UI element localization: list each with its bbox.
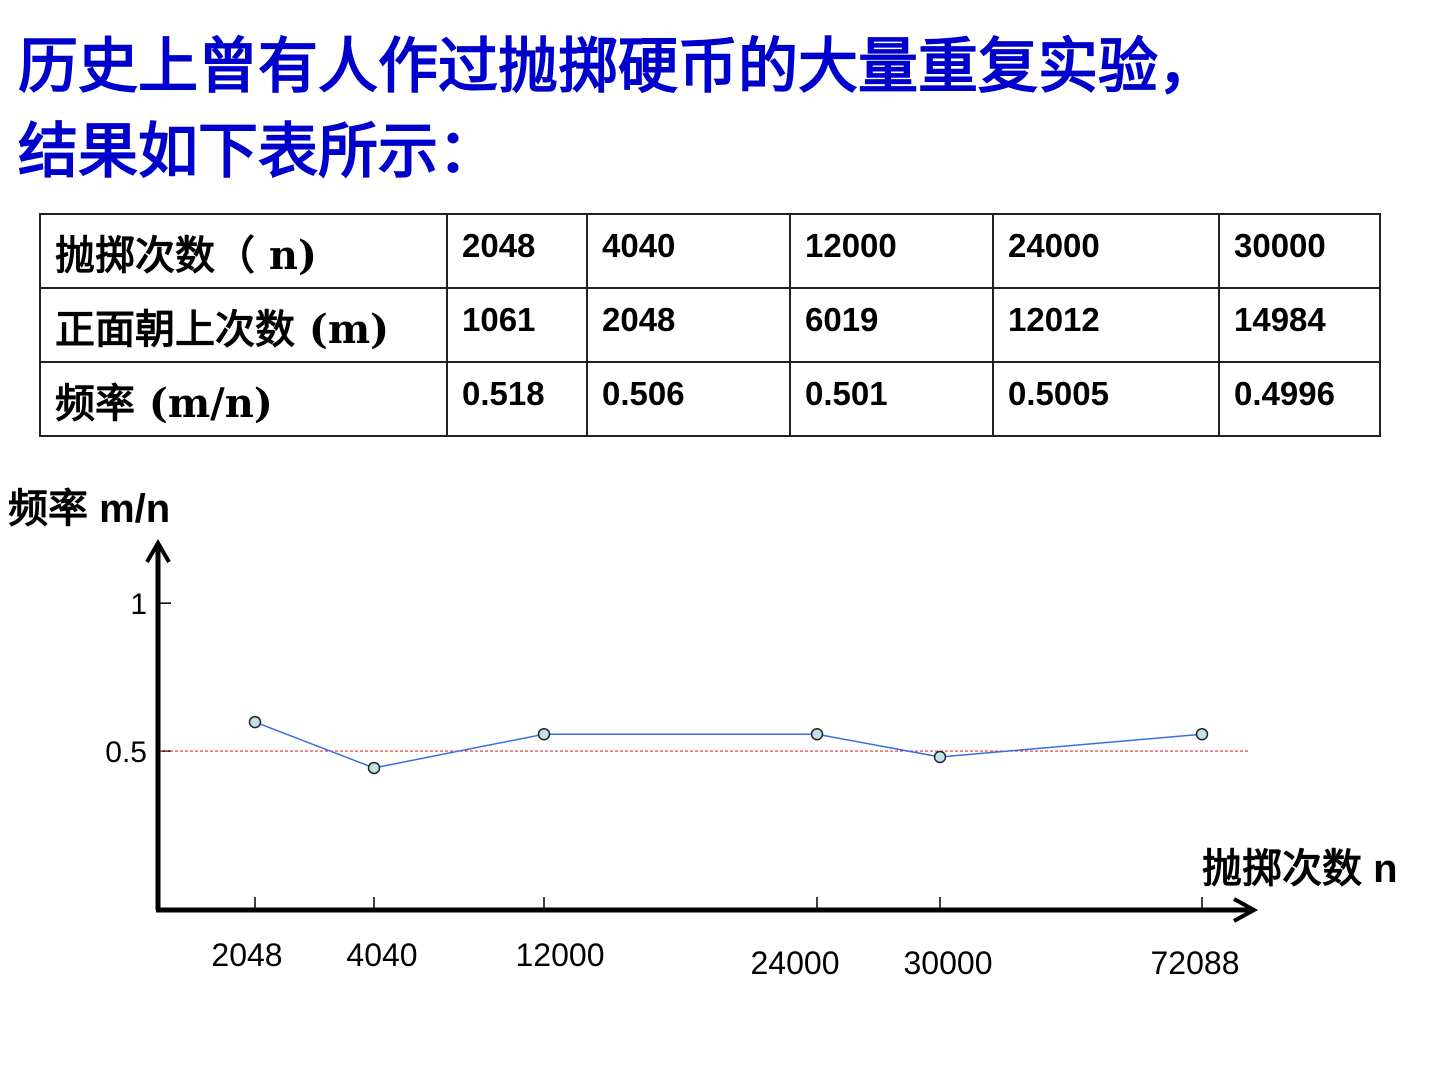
row-header: 抛掷次数（ n) bbox=[39, 213, 448, 289]
x-tick-label: 2048 bbox=[211, 937, 282, 973]
table-cell: 2048 bbox=[586, 287, 791, 363]
data-table: 抛掷次数（ n) 2048 4040 12000 24000 30000 正面朝上次数 (m… bbox=[39, 213, 1381, 437]
data-point bbox=[537, 727, 551, 741]
data-point bbox=[810, 727, 824, 741]
y-axis-label: 频率 m/n bbox=[8, 487, 170, 531]
x-axis-label: 抛掷次数 n bbox=[1202, 847, 1398, 891]
table-cell: 4040 bbox=[586, 213, 791, 289]
x-tick-label: 12000 bbox=[516, 937, 605, 973]
table-cell: 0.506 bbox=[586, 361, 791, 437]
table-row: 频率 (m/n) 0.518 0.506 0.501 0.5005 0.4996 bbox=[39, 361, 1381, 437]
data-line bbox=[254, 721, 1203, 769]
data-point bbox=[248, 715, 262, 729]
row-header: 正面朝上次数 (m) bbox=[39, 287, 448, 363]
table-cell: 0.4996 bbox=[1218, 361, 1381, 437]
table-cell: 12000 bbox=[789, 213, 994, 289]
data-point bbox=[933, 750, 947, 764]
x-arrow bbox=[1233, 897, 1259, 923]
table-cell: 0.501 bbox=[789, 361, 994, 437]
table-row: 正面朝上次数 (m) 1061 2048 6019 12012 14984 bbox=[39, 287, 1381, 363]
x-tick-label: 30000 bbox=[904, 945, 993, 981]
data-point bbox=[367, 761, 381, 775]
x-tick-label: 72088 bbox=[1151, 945, 1240, 981]
title-line: 结果如下表所示： bbox=[18, 117, 498, 187]
y-tick-label: 1 bbox=[130, 588, 147, 621]
title-line: 历史上曾有人作过抛掷硬币的大量重复实验， bbox=[18, 32, 1218, 102]
y-arrow bbox=[145, 539, 171, 564]
table-cell: 6019 bbox=[789, 287, 994, 363]
data-point bbox=[1195, 727, 1209, 741]
y-tick-label: 0.5 bbox=[105, 736, 147, 769]
table-cell: 2048 bbox=[446, 213, 588, 289]
table-cell: 0.5005 bbox=[992, 361, 1220, 437]
table-cell: 1061 bbox=[446, 287, 588, 363]
table-cell: 0.518 bbox=[446, 361, 588, 437]
x-tick-label: 24000 bbox=[751, 945, 840, 981]
table-row: 抛掷次数（ n) 2048 4040 12000 24000 30000 bbox=[39, 213, 1381, 289]
table-cell: 30000 bbox=[1218, 213, 1381, 289]
table-cell: 14984 bbox=[1218, 287, 1381, 363]
table-cell: 12012 bbox=[992, 287, 1220, 363]
row-header: 频率 (m/n) bbox=[39, 361, 448, 437]
x-tick-label: 4040 bbox=[346, 937, 417, 973]
table-cell: 24000 bbox=[992, 213, 1220, 289]
